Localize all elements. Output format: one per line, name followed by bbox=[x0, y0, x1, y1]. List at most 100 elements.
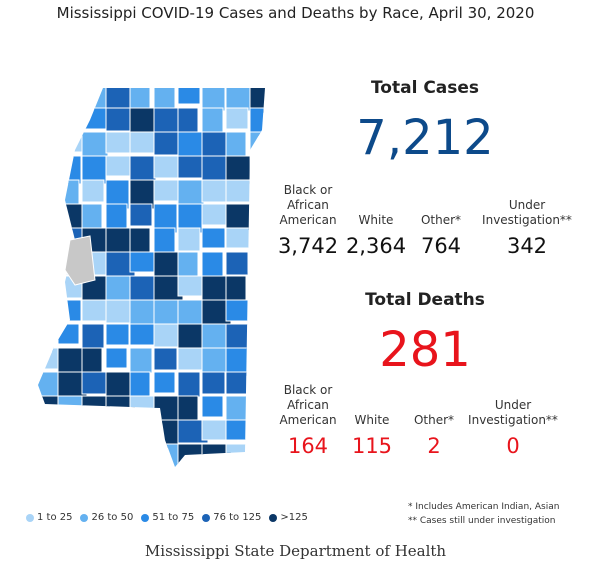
county bbox=[129, 347, 153, 374]
county bbox=[225, 203, 253, 231]
county bbox=[249, 251, 265, 273]
county bbox=[129, 299, 157, 328]
legend-label: >125 bbox=[280, 512, 308, 523]
county bbox=[38, 419, 59, 444]
county bbox=[177, 227, 201, 252]
footnote: * Includes American Indian, Asian bbox=[408, 502, 560, 512]
county bbox=[201, 107, 224, 135]
group-label: Under bbox=[494, 398, 532, 412]
county bbox=[130, 468, 154, 492]
county bbox=[57, 443, 82, 467]
county bbox=[57, 419, 84, 446]
county bbox=[38, 251, 61, 279]
county bbox=[81, 323, 105, 349]
county bbox=[153, 347, 178, 371]
legend-item: 1 to 25 bbox=[26, 512, 72, 523]
county bbox=[81, 131, 109, 157]
footer: Mississippi State Department of Health bbox=[144, 542, 447, 560]
footnotes: * Includes American Indian, Asian ** Cas… bbox=[408, 500, 559, 528]
county bbox=[38, 203, 65, 234]
county bbox=[201, 371, 226, 395]
county bbox=[153, 299, 182, 325]
county bbox=[81, 299, 107, 322]
county bbox=[202, 468, 229, 495]
group: Black or African American 3,742 bbox=[253, 183, 363, 258]
map bbox=[34, 88, 265, 495]
legend-item: >125 bbox=[269, 512, 308, 523]
group-value: 764 bbox=[420, 234, 462, 258]
legend-item: 76 to 125 bbox=[202, 512, 261, 523]
county bbox=[225, 107, 249, 130]
county bbox=[225, 88, 251, 112]
group-label: White bbox=[354, 413, 390, 427]
county bbox=[201, 323, 230, 350]
county bbox=[249, 275, 265, 306]
legend-item: 26 to 50 bbox=[80, 512, 133, 523]
county bbox=[38, 131, 59, 161]
county bbox=[38, 88, 63, 105]
footnote: ** Cases still under investigation bbox=[408, 516, 556, 526]
county bbox=[226, 468, 254, 495]
county bbox=[201, 179, 230, 203]
county bbox=[177, 88, 201, 105]
group-label: White bbox=[358, 213, 394, 227]
legend-swatch bbox=[269, 513, 278, 522]
county bbox=[105, 131, 134, 154]
group-label: Under bbox=[508, 198, 546, 212]
county bbox=[38, 155, 57, 178]
county bbox=[153, 179, 180, 202]
county bbox=[129, 419, 159, 447]
county bbox=[81, 179, 105, 203]
county bbox=[177, 323, 205, 353]
county bbox=[129, 88, 151, 109]
county bbox=[57, 323, 80, 345]
county bbox=[105, 299, 132, 324]
group: White 2,364 bbox=[321, 213, 431, 258]
county bbox=[105, 275, 134, 301]
county bbox=[34, 468, 54, 488]
group-label: Black or bbox=[283, 183, 333, 197]
legend-item: 51 to 75 bbox=[141, 512, 194, 523]
county bbox=[105, 347, 128, 369]
county bbox=[201, 227, 226, 249]
county bbox=[153, 88, 176, 111]
group-value: 115 bbox=[351, 434, 393, 458]
county bbox=[38, 227, 63, 252]
group-value: 2,364 bbox=[345, 234, 407, 258]
county bbox=[81, 203, 103, 231]
county bbox=[225, 323, 255, 350]
county bbox=[57, 107, 86, 130]
deaths-heading: Total Deaths bbox=[365, 290, 485, 310]
county bbox=[57, 299, 82, 322]
county bbox=[57, 179, 80, 208]
county bbox=[153, 155, 182, 179]
county bbox=[129, 227, 151, 255]
county bbox=[105, 419, 134, 447]
county bbox=[38, 323, 55, 353]
county bbox=[177, 347, 203, 371]
county bbox=[38, 299, 57, 325]
county bbox=[225, 275, 247, 304]
county bbox=[177, 179, 205, 206]
county bbox=[38, 395, 61, 426]
county bbox=[225, 419, 247, 441]
county bbox=[57, 131, 84, 153]
group-value: 0 bbox=[506, 434, 520, 458]
county bbox=[129, 323, 155, 346]
group: White 115 bbox=[317, 413, 427, 458]
county bbox=[154, 468, 179, 494]
group-label: Investigation** bbox=[482, 213, 572, 227]
county bbox=[57, 88, 88, 107]
county bbox=[201, 88, 226, 112]
county bbox=[177, 251, 199, 280]
county bbox=[105, 155, 132, 177]
legend-label: 51 to 75 bbox=[152, 512, 195, 523]
legend-label: 1 to 25 bbox=[37, 512, 73, 523]
group: Other* 764 bbox=[386, 213, 496, 258]
title: Mississippi COVID-19 Cases and Deaths by… bbox=[56, 4, 535, 22]
legend: 1 to 25 26 to 50 51 to 75 76 to 125 >125 bbox=[26, 512, 308, 523]
group-label: American bbox=[279, 413, 337, 427]
county bbox=[249, 299, 265, 329]
county bbox=[225, 227, 251, 249]
